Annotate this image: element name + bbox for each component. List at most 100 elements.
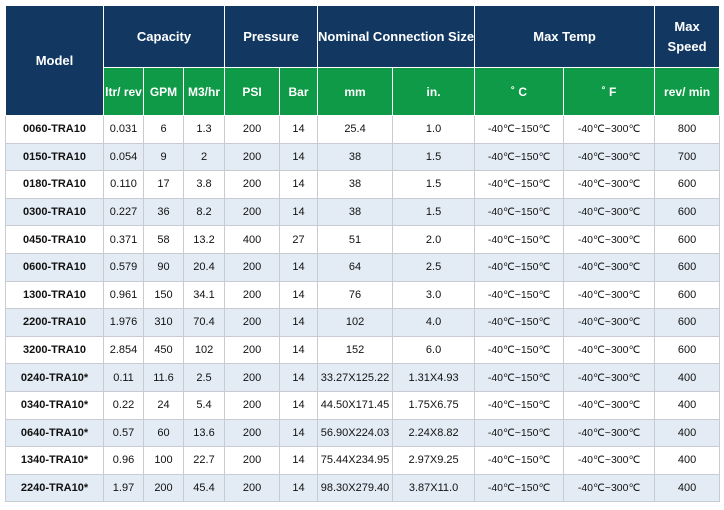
- cell-m3hr: 45.4: [182, 473, 226, 503]
- cell-rev-min: 400: [654, 363, 721, 392]
- cell-model: 0450-TRA10: [5, 225, 104, 254]
- cell-ltr-rev: 0.227: [103, 197, 144, 227]
- cell-rev-min: 400: [654, 446, 721, 475]
- cell-gpm: 310: [143, 308, 184, 337]
- cell-fahrenheit: -40℃~300℃: [563, 225, 656, 254]
- cell-celsius: -40℃~150℃: [474, 308, 565, 337]
- cell-psi: 200: [224, 446, 281, 475]
- spec-table: Model Capacity Pressure Nominal Connecti…: [5, 5, 721, 503]
- cell-psi: 200: [224, 142, 281, 172]
- cell-gpm: 17: [143, 170, 184, 199]
- cell-psi: 200: [224, 390, 281, 420]
- cell-fahrenheit: -40℃~300℃: [563, 252, 656, 282]
- cell-gpm: 60: [143, 418, 184, 448]
- cell-mm: 75.44X234.95: [317, 446, 394, 475]
- cell-model: 0300-TRA10: [5, 197, 104, 227]
- cell-mm: 56.90X224.03: [317, 418, 394, 448]
- table-row: 2240-TRA10* 1.97 200 45.4 200 14 98.30X279.40 3…: [5, 473, 721, 503]
- cell-in: 1.0: [392, 115, 476, 144]
- cell-bar: 14: [279, 390, 319, 420]
- cell-rev-min: 400: [654, 418, 721, 448]
- table-row: 0240-TRA10* 0.11 11.6 2.5 200 14 33.27X125.22 1…: [5, 363, 721, 392]
- subheader-mm: mm: [317, 67, 394, 116]
- cell-celsius: -40℃~150℃: [474, 473, 565, 503]
- cell-ltr-rev: 0.579: [103, 252, 144, 282]
- subheader-bar: Bar: [279, 67, 319, 116]
- cell-fahrenheit: -40℃~300℃: [563, 335, 656, 365]
- cell-m3hr: 13.6: [182, 418, 226, 448]
- cell-gpm: 24: [143, 390, 184, 420]
- cell-fahrenheit: -40℃~300℃: [563, 418, 656, 448]
- header-max-temp: Max Temp: [474, 5, 656, 68]
- table-row: 0180-TRA10 0.110 17 3.8 200 14 38 1.5 -40℃~150℃ -…: [5, 170, 721, 199]
- subheader-celsius: ˚ C: [474, 67, 565, 116]
- cell-rev-min: 600: [654, 280, 721, 310]
- cell-psi: 200: [224, 363, 281, 392]
- cell-psi: 200: [224, 335, 281, 365]
- cell-fahrenheit: -40℃~300℃: [563, 473, 656, 503]
- cell-fahrenheit: -40℃~300℃: [563, 308, 656, 337]
- header-max-speed: Max Speed: [654, 5, 721, 68]
- cell-fahrenheit: -40℃~300℃: [563, 170, 656, 199]
- cell-fahrenheit: -40℃~300℃: [563, 363, 656, 392]
- cell-fahrenheit: -40℃~300℃: [563, 280, 656, 310]
- cell-ltr-rev: 0.96: [103, 446, 144, 475]
- cell-in: 3.87X11.0: [392, 473, 476, 503]
- cell-gpm: 90: [143, 252, 184, 282]
- cell-m3hr: 3.8: [182, 170, 226, 199]
- cell-mm: 64: [317, 252, 394, 282]
- cell-mm: 44.50X171.45: [317, 390, 394, 420]
- cell-mm: 38: [317, 170, 394, 199]
- cell-in: 2.0: [392, 225, 476, 254]
- cell-model: 0180-TRA10: [5, 170, 104, 199]
- cell-in: 4.0: [392, 308, 476, 337]
- cell-bar: 14: [279, 335, 319, 365]
- subheader-psi: PSI: [224, 67, 281, 116]
- cell-mm: 152: [317, 335, 394, 365]
- cell-psi: 200: [224, 418, 281, 448]
- table-row: 0060-TRA10 0.031 6 1.3 200 14 25.4 1.0 -40℃~150℃…: [5, 115, 721, 144]
- cell-ltr-rev: 0.961: [103, 280, 144, 310]
- cell-in: 2.5: [392, 252, 476, 282]
- cell-celsius: -40℃~150℃: [474, 252, 565, 282]
- cell-m3hr: 102: [182, 335, 226, 365]
- cell-celsius: -40℃~150℃: [474, 335, 565, 365]
- cell-psi: 200: [224, 308, 281, 337]
- cell-model: 3200-TRA10: [5, 335, 104, 365]
- cell-ltr-rev: 1.97: [103, 473, 144, 503]
- cell-ltr-rev: 2.854: [103, 335, 144, 365]
- cell-rev-min: 800: [654, 115, 721, 144]
- cell-psi: 200: [224, 170, 281, 199]
- cell-fahrenheit: -40℃~300℃: [563, 115, 656, 144]
- cell-gpm: 200: [143, 473, 184, 503]
- subheader-gpm: GPM: [143, 67, 184, 116]
- cell-rev-min: 600: [654, 308, 721, 337]
- cell-bar: 14: [279, 197, 319, 227]
- cell-ltr-rev: 1.976: [103, 308, 144, 337]
- cell-mm: 38: [317, 142, 394, 172]
- cell-mm: 102: [317, 308, 394, 337]
- cell-mm: 51: [317, 225, 394, 254]
- cell-model: 0150-TRA10: [5, 142, 104, 172]
- table-row: 1300-TRA10 0.961 150 34.1 200 14 76 3.0 -40℃~150…: [5, 280, 721, 310]
- cell-bar: 14: [279, 363, 319, 392]
- cell-rev-min: 700: [654, 142, 721, 172]
- cell-ltr-rev: 0.57: [103, 418, 144, 448]
- table-row: 0600-TRA10 0.579 90 20.4 200 14 64 2.5 -40℃~150℃…: [5, 252, 721, 282]
- table-row: 0640-TRA10* 0.57 60 13.6 200 14 56.90X224.03 2.…: [5, 418, 721, 448]
- cell-rev-min: 600: [654, 335, 721, 365]
- cell-ltr-rev: 0.371: [103, 225, 144, 254]
- cell-rev-min: 600: [654, 170, 721, 199]
- cell-in: 1.31X4.93: [392, 363, 476, 392]
- cell-model: 0340-TRA10*: [5, 390, 104, 420]
- cell-in: 6.0: [392, 335, 476, 365]
- cell-m3hr: 22.7: [182, 446, 226, 475]
- cell-in: 1.5: [392, 142, 476, 172]
- cell-gpm: 9: [143, 142, 184, 172]
- cell-m3hr: 13.2: [182, 225, 226, 254]
- cell-rev-min: 400: [654, 390, 721, 420]
- cell-gpm: 100: [143, 446, 184, 475]
- cell-ltr-rev: 0.054: [103, 142, 144, 172]
- cell-gpm: 6: [143, 115, 184, 144]
- cell-celsius: -40℃~150℃: [474, 197, 565, 227]
